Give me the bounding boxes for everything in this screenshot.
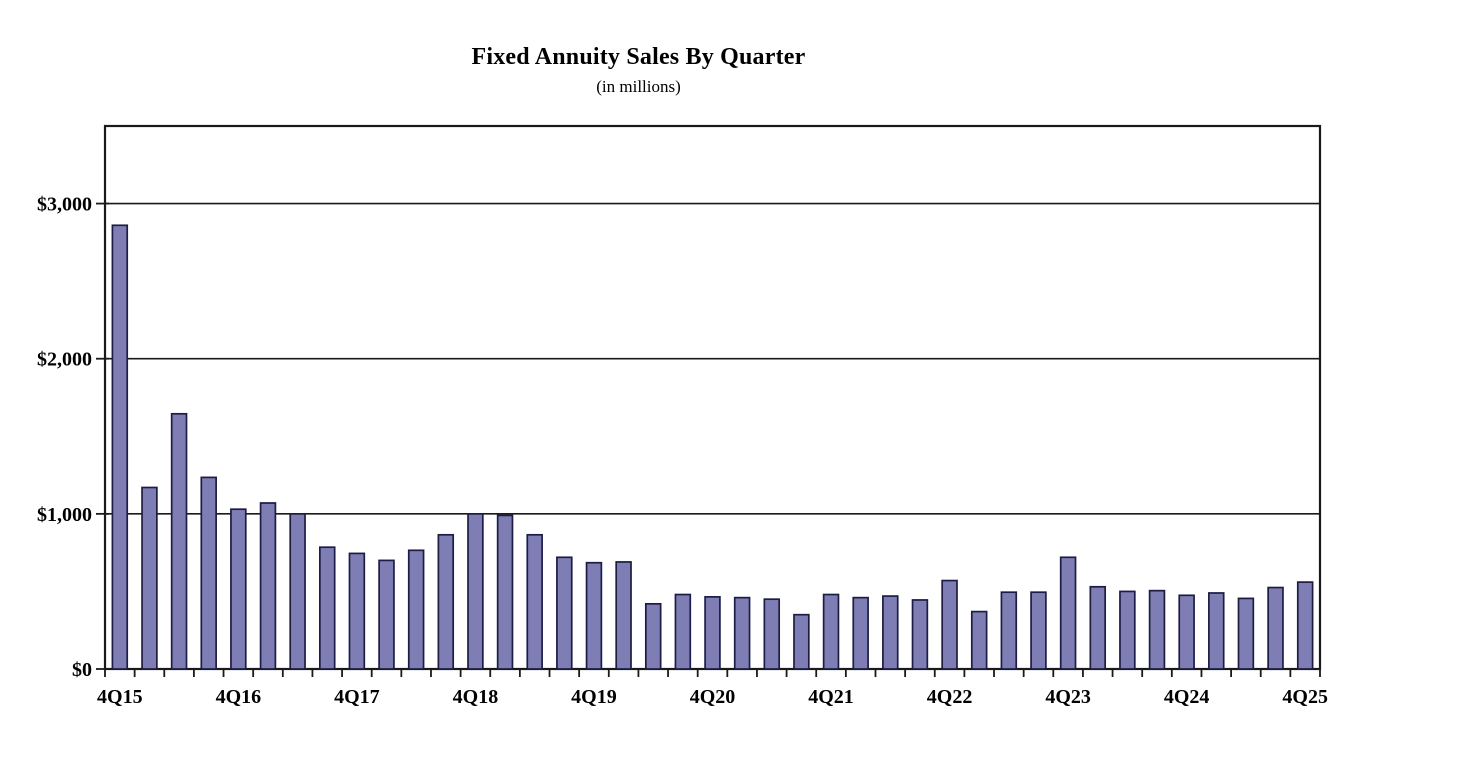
bar-1Q16 bbox=[141, 486, 158, 670]
bar-2Q24 bbox=[1119, 590, 1136, 670]
bar-4Q18 bbox=[467, 513, 484, 670]
bar-3Q17 bbox=[318, 546, 336, 670]
bar-3Q23 bbox=[1030, 591, 1047, 670]
x-tick-label: 4Q19 bbox=[571, 686, 617, 708]
bar-3Q24 bbox=[1148, 589, 1166, 670]
bar-2Q25 bbox=[1237, 597, 1255, 670]
bar-3Q19 bbox=[556, 556, 573, 670]
bar-1Q25 bbox=[1208, 592, 1225, 670]
bar-4Q24 bbox=[1178, 594, 1195, 670]
bar-4Q21 bbox=[822, 593, 840, 670]
bar-3Q20 bbox=[674, 593, 692, 670]
x-tick-label: 4Q18 bbox=[453, 686, 499, 708]
bar-1Q22 bbox=[852, 596, 869, 670]
bar-2Q20 bbox=[644, 602, 662, 670]
bar-1Q24 bbox=[1089, 585, 1107, 670]
bar-2Q23 bbox=[1000, 591, 1018, 670]
bar-4Q19 bbox=[585, 561, 603, 670]
y-tick-label: $2,000 bbox=[37, 349, 92, 371]
x-tick-label: 4Q24 bbox=[1164, 686, 1210, 708]
bar-4Q20 bbox=[704, 596, 721, 670]
chart-title: Fixed Annuity Sales By Quarter bbox=[471, 44, 806, 70]
x-tick-label: 4Q21 bbox=[808, 686, 854, 708]
bar-3Q18 bbox=[437, 533, 455, 670]
bar-2Q16 bbox=[170, 412, 188, 670]
bar-1Q18 bbox=[378, 559, 395, 670]
x-tick-label: 4Q20 bbox=[690, 686, 736, 708]
bar-3Q22 bbox=[911, 599, 929, 670]
bar-2Q17 bbox=[289, 513, 306, 670]
bar-3Q21 bbox=[793, 613, 810, 670]
bar-2Q21 bbox=[763, 598, 781, 670]
bar-1Q23 bbox=[970, 610, 988, 670]
bar-4Q25 bbox=[1296, 581, 1314, 670]
x-tick-label: 4Q25 bbox=[1282, 686, 1328, 708]
x-tick-label: 4Q16 bbox=[216, 686, 262, 708]
bar-1Q21 bbox=[733, 596, 751, 670]
bar-4Q23 bbox=[1059, 556, 1077, 670]
y-tick-label: $0 bbox=[72, 659, 92, 681]
bar-4Q17 bbox=[348, 552, 366, 670]
bar-2Q18 bbox=[407, 549, 425, 670]
bar-4Q15 bbox=[111, 224, 129, 670]
x-tick-label: 4Q15 bbox=[97, 686, 143, 708]
x-tick-label: 4Q17 bbox=[334, 686, 380, 708]
bar-1Q19 bbox=[496, 514, 514, 670]
bar-3Q16 bbox=[200, 476, 217, 670]
bar-1Q20 bbox=[615, 561, 632, 670]
bar-4Q22 bbox=[941, 579, 958, 670]
bar-3Q25 bbox=[1267, 586, 1284, 670]
bar-2Q22 bbox=[882, 595, 899, 670]
bar-2Q19 bbox=[526, 533, 543, 670]
bar-4Q16 bbox=[230, 508, 247, 670]
x-tick-label: 4Q22 bbox=[927, 686, 973, 708]
bar-1Q17 bbox=[259, 502, 277, 670]
y-tick-label: $3,000 bbox=[37, 194, 92, 216]
x-tick-label: 4Q23 bbox=[1045, 686, 1091, 708]
plot-frame bbox=[103, 124, 1322, 671]
y-tick-label: $1,000 bbox=[37, 504, 92, 526]
chart-subtitle: (in millions) bbox=[596, 77, 681, 96]
